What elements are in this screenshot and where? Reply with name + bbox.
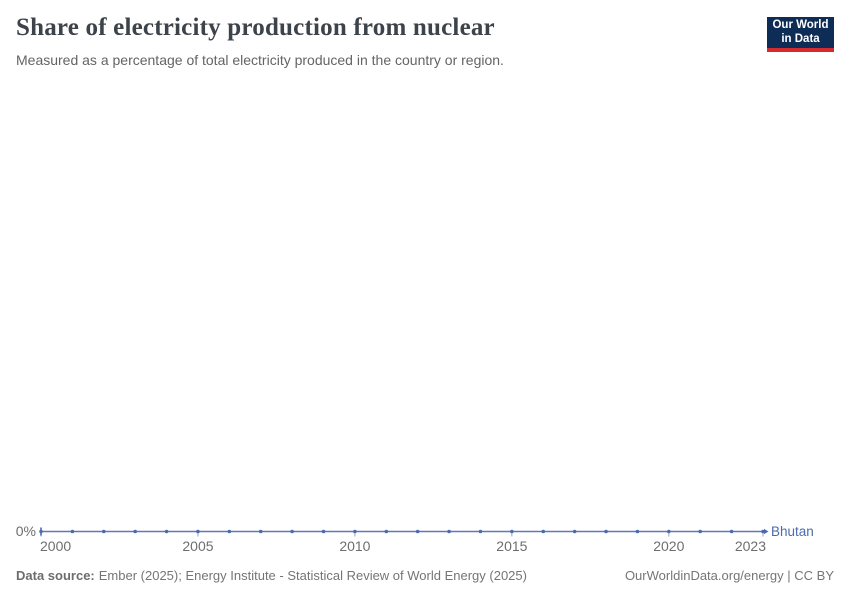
data-point[interactable] xyxy=(415,529,420,534)
data-point[interactable] xyxy=(70,529,75,534)
owid-logo[interactable]: Our World in Data xyxy=(767,17,834,52)
data-source-label: Data source: xyxy=(16,568,95,583)
data-point[interactable] xyxy=(133,529,137,534)
data-point[interactable] xyxy=(541,529,546,534)
data-point[interactable] xyxy=(761,529,765,534)
footer-link[interactable]: OurWorldinData.org/energy | CC BY xyxy=(624,568,834,583)
series-end-arrow xyxy=(764,528,769,535)
data-point[interactable] xyxy=(39,529,43,534)
data-point[interactable] xyxy=(164,529,169,534)
x-axis-tick-label: 2015 xyxy=(496,538,527,554)
data-source-text: Ember (2025); Energy Institute - Statist… xyxy=(98,568,527,583)
owid-logo-line1: Our World xyxy=(772,19,829,32)
data-point[interactable] xyxy=(447,529,451,534)
x-axis-tick-label: 2020 xyxy=(653,538,684,554)
line-chart: 0%2000 2005 2010 2015 2020 2023 Bhutan xyxy=(16,523,814,554)
data-point[interactable] xyxy=(667,529,671,534)
data-point[interactable] xyxy=(353,529,357,534)
data-point[interactable] xyxy=(635,529,640,534)
x-axis-tick-label: 2010 xyxy=(339,538,370,554)
x-axis-tick-label: 2000 xyxy=(40,538,71,554)
data-point[interactable] xyxy=(478,529,483,534)
x-axis-tick-label: 2023 xyxy=(735,538,766,554)
x-axis-tick-label: 2005 xyxy=(182,538,213,554)
page-title: Share of electricity production from nuc… xyxy=(16,14,495,41)
data-point[interactable] xyxy=(290,529,294,534)
data-point[interactable] xyxy=(258,529,263,534)
data-point[interactable] xyxy=(510,529,514,534)
data-point[interactable] xyxy=(101,529,106,534)
data-point[interactable] xyxy=(196,529,200,534)
data-point[interactable] xyxy=(227,529,232,534)
chart-footer: Data source: Ember (2025); Energy Institu… xyxy=(16,568,834,583)
data-point[interactable] xyxy=(384,529,389,534)
data-point[interactable] xyxy=(321,529,326,534)
data-point[interactable] xyxy=(698,529,703,534)
entity-label[interactable]: Bhutan xyxy=(771,524,814,539)
data-source: Data source: Ember (2025); Energy Institu… xyxy=(16,568,527,583)
owid-logo-line2: in Data xyxy=(781,32,820,45)
data-point[interactable] xyxy=(572,529,577,534)
data-point[interactable] xyxy=(729,529,734,534)
data-point[interactable] xyxy=(604,529,608,534)
y-axis-zero-label: 0% xyxy=(16,523,36,539)
page-subtitle: Measured as a percentage of total electr… xyxy=(16,52,504,68)
